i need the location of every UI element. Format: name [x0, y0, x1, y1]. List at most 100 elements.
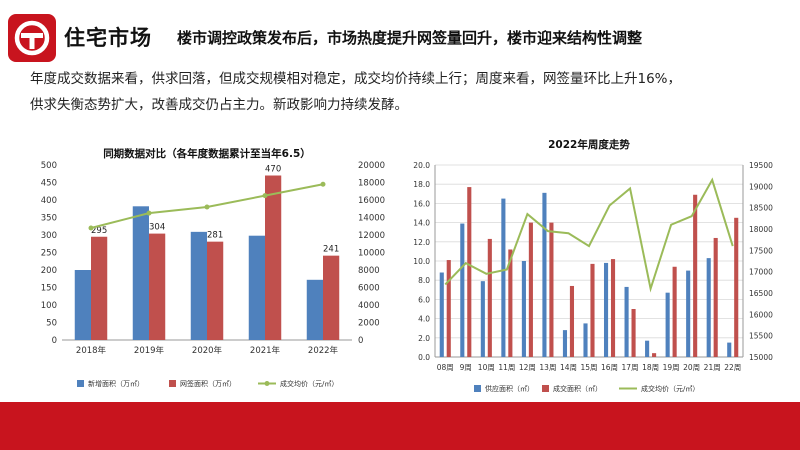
bar-deal [467, 187, 472, 357]
bar-deal [149, 233, 166, 340]
legend-label: 供应面积（㎡） [485, 384, 534, 393]
bar-deal [734, 217, 739, 357]
price-line [444, 177, 734, 293]
x-tick-label: 21周 [704, 363, 721, 372]
y-left-tick-label: 100 [41, 301, 57, 311]
bar-deal [446, 260, 451, 357]
bar-data-label: 304 [149, 223, 165, 233]
bar-supply [542, 192, 547, 357]
bar-supply [460, 223, 465, 357]
x-tick-label: 2021年 [250, 345, 281, 356]
bar-supply [706, 258, 711, 357]
bar-supply [439, 272, 444, 357]
x-tick-label: 13周 [539, 363, 556, 372]
y-left-tick-label: 0 [52, 336, 57, 346]
page-title: 住宅市场 [64, 26, 152, 50]
y-right-tick-label: 12000 [358, 231, 385, 241]
bar-data-label: 470 [265, 165, 281, 175]
y-right-tick-label: 18500 [749, 204, 773, 213]
bar-deal [713, 237, 718, 357]
bar-deal [207, 241, 224, 340]
bar-deal [508, 249, 513, 357]
y-left-tick-label: 6.0 [418, 295, 430, 304]
y-left-tick-label: 0.0 [418, 353, 430, 362]
y-left-tick-label: 400 [41, 196, 57, 206]
legend-label: 成交面积（㎡） [553, 384, 602, 393]
y-left-tick-label: 500 [41, 161, 57, 171]
y-right-tick-label: 15000 [749, 353, 773, 362]
x-tick-label: 18周 [642, 363, 659, 372]
bar-supply [603, 262, 609, 357]
x-tick-label: 9周 [460, 363, 472, 372]
bar-supply [190, 231, 207, 340]
x-tick-label: 14周 [560, 363, 577, 372]
y-right-tick-label: 16000 [749, 310, 773, 319]
y-right-tick-label: 17500 [749, 246, 773, 255]
annual-comparison-svg: 同期数据对比（各年度数据累计至当年6.5） 0 50 100 150 200 250 300 3… [41, 147, 385, 388]
price-point [88, 225, 94, 231]
x-tick-label: 2018年 [76, 345, 107, 356]
y-left-tick-label: 4.0 [418, 315, 430, 324]
bar-deal [590, 263, 595, 357]
bar-supply [665, 292, 670, 357]
x-tick-label: 17周 [622, 363, 639, 372]
bar-deal [265, 175, 282, 340]
y-left-tick-label: 18.0 [413, 180, 430, 189]
y-right-tick-label: 19000 [749, 182, 773, 191]
bar-data-label: 295 [91, 226, 107, 236]
y-right-tick-label: 16000 [358, 196, 385, 206]
legend-swatch [77, 380, 84, 387]
bar-supply [562, 330, 568, 357]
y-left-tick-label: 14.0 [413, 219, 430, 228]
logo-emblem-icon [14, 20, 50, 56]
bar-supply [248, 235, 265, 340]
y-left-tick-label: 250 [41, 249, 57, 259]
bar-supply [521, 261, 526, 357]
y-left-tick-label: 150 [41, 284, 57, 294]
y-right-tick-label: 18000 [358, 179, 385, 189]
y-left-tick-label: 10.0 [413, 257, 430, 266]
y-right-tick-label: 18000 [749, 225, 773, 234]
y-right-tick-label: 6000 [358, 284, 380, 294]
y-right-tick-label: 19500 [749, 161, 773, 170]
price-point [320, 181, 326, 187]
legend-label: 新增面积（万㎡） [88, 379, 144, 388]
legend-marker [264, 381, 270, 386]
bar-deal [569, 285, 575, 357]
x-tick-label: 22周 [724, 363, 741, 372]
y-left-tick-label: 450 [41, 179, 57, 189]
bar-deal [528, 222, 533, 357]
x-tick-label: 19周 [663, 363, 680, 372]
bar-supply [645, 340, 650, 357]
bar-deal [487, 238, 492, 357]
bar-deal [323, 255, 340, 340]
y-right-tick-label: 10000 [358, 249, 385, 259]
bar-deal [631, 309, 636, 357]
x-tick-label: 2020年 [192, 345, 223, 356]
y-left-tick-label: 350 [41, 214, 57, 224]
y-left-tick-label: 8.0 [418, 276, 430, 285]
bar-deal [549, 222, 554, 357]
weekly-trend-chart: 2022年周度走势 0.0 2.0 4.0 6.0 8.0 10.0 12.0 14.0 16.0… [410, 132, 785, 407]
price-point [204, 204, 210, 210]
y-left-tick-label: 2.0 [418, 334, 430, 343]
bar-supply [501, 198, 506, 357]
legend-label: 成交均价（元/㎡） [280, 379, 338, 388]
bar-supply [686, 270, 691, 357]
x-tick-label: 2022年 [308, 345, 339, 356]
y-right-tick-label: 0 [358, 336, 363, 346]
bar-data-label: 241 [323, 245, 339, 255]
y-left-tick-label: 20.0 [413, 161, 430, 170]
x-tick-label: 20周 [683, 363, 700, 372]
x-tick-label: 16周 [601, 363, 618, 372]
y-right-tick-label: 4000 [358, 301, 380, 311]
bar-supply [624, 286, 629, 357]
chart-title: 同期数据对比（各年度数据累计至当年6.5） [103, 147, 311, 160]
legend-swatch [474, 385, 481, 392]
legend-swatch [169, 380, 176, 387]
bar-deal [693, 194, 698, 357]
bar-supply [583, 323, 588, 357]
x-tick-label: 11周 [498, 363, 515, 372]
x-tick-label: 10周 [478, 363, 495, 372]
y-left-tick-label: 300 [41, 231, 57, 241]
